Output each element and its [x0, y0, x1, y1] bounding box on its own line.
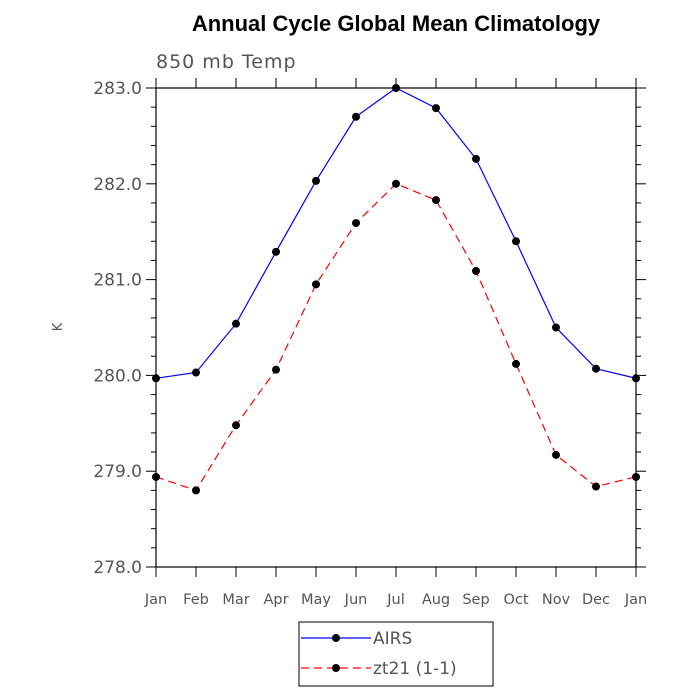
- data-point: [232, 319, 240, 328]
- legend-swatch-marker: [332, 664, 340, 672]
- data-point: [392, 84, 400, 92]
- y-tick-label: 280.0: [93, 366, 142, 386]
- series-line: [155, 87, 637, 379]
- legend-entry-label: AIRS: [373, 629, 412, 649]
- data-point: [152, 374, 160, 383]
- chart-subtitle: 850 mb Temp: [156, 51, 297, 73]
- data-point: [472, 266, 480, 275]
- data-point: [272, 247, 280, 256]
- y-tick-label: 279.0: [93, 462, 142, 482]
- x-tick-label: Oct: [503, 592, 528, 608]
- legend-swatch-marker: [332, 634, 340, 642]
- data-point: [432, 104, 440, 113]
- legend-box: [298, 621, 494, 687]
- series-0: [152, 84, 640, 383]
- data-point: [152, 472, 160, 481]
- data-point: [632, 374, 640, 383]
- data-point: [552, 323, 560, 332]
- x-tick-label: Dec: [582, 592, 610, 608]
- data-point: [352, 219, 360, 228]
- x-tick-label: Jan: [624, 592, 647, 608]
- plot-area: [152, 84, 640, 495]
- data-point: [352, 112, 360, 121]
- x-tick-label: May: [301, 592, 331, 608]
- axes: 278.0 279.0 280.0 281.0 282.0 283.0 Jan Feb Mar A…: [93, 78, 647, 608]
- x-tick-label: Jan: [144, 592, 167, 608]
- y-tick-label: 281.0: [93, 271, 142, 291]
- data-point: [592, 482, 600, 491]
- data-point: [272, 365, 280, 374]
- x-tick-label: Aug: [422, 592, 450, 608]
- x-tick-label: Jul: [386, 592, 405, 608]
- data-point: [592, 364, 600, 373]
- x-tick-label: Mar: [222, 592, 249, 608]
- data-point: [472, 154, 480, 163]
- data-point: [232, 421, 240, 430]
- legend: AIRS zt21 (1-1): [298, 621, 494, 687]
- data-point: [312, 280, 320, 289]
- data-point: [512, 237, 520, 246]
- plot-frame: [155, 87, 637, 568]
- series-line: [155, 183, 637, 492]
- y-tick-label: 278.0: [93, 558, 142, 578]
- data-point: [632, 472, 640, 481]
- y-tick-label: 283.0: [93, 79, 142, 99]
- x-tick-label: Sep: [462, 592, 489, 608]
- data-point: [192, 368, 200, 377]
- x-tick-label: Feb: [183, 592, 209, 608]
- chart-title: Annual Cycle Global Mean Climatology: [192, 11, 601, 36]
- data-point: [512, 359, 520, 368]
- series-1: [152, 179, 640, 495]
- data-point: [552, 450, 560, 459]
- x-tick-label: Nov: [542, 592, 571, 608]
- data-point: [312, 176, 320, 185]
- legend-entry-label: zt21 (1-1): [373, 659, 457, 679]
- x-tick-label: Apr: [263, 592, 288, 608]
- x-tick-label: Jun: [344, 592, 368, 608]
- data-point: [192, 486, 200, 495]
- y-axis-label: K: [51, 322, 66, 331]
- data-point: [392, 179, 400, 188]
- y-tick-label: 282.0: [93, 175, 142, 195]
- data-point: [432, 196, 440, 205]
